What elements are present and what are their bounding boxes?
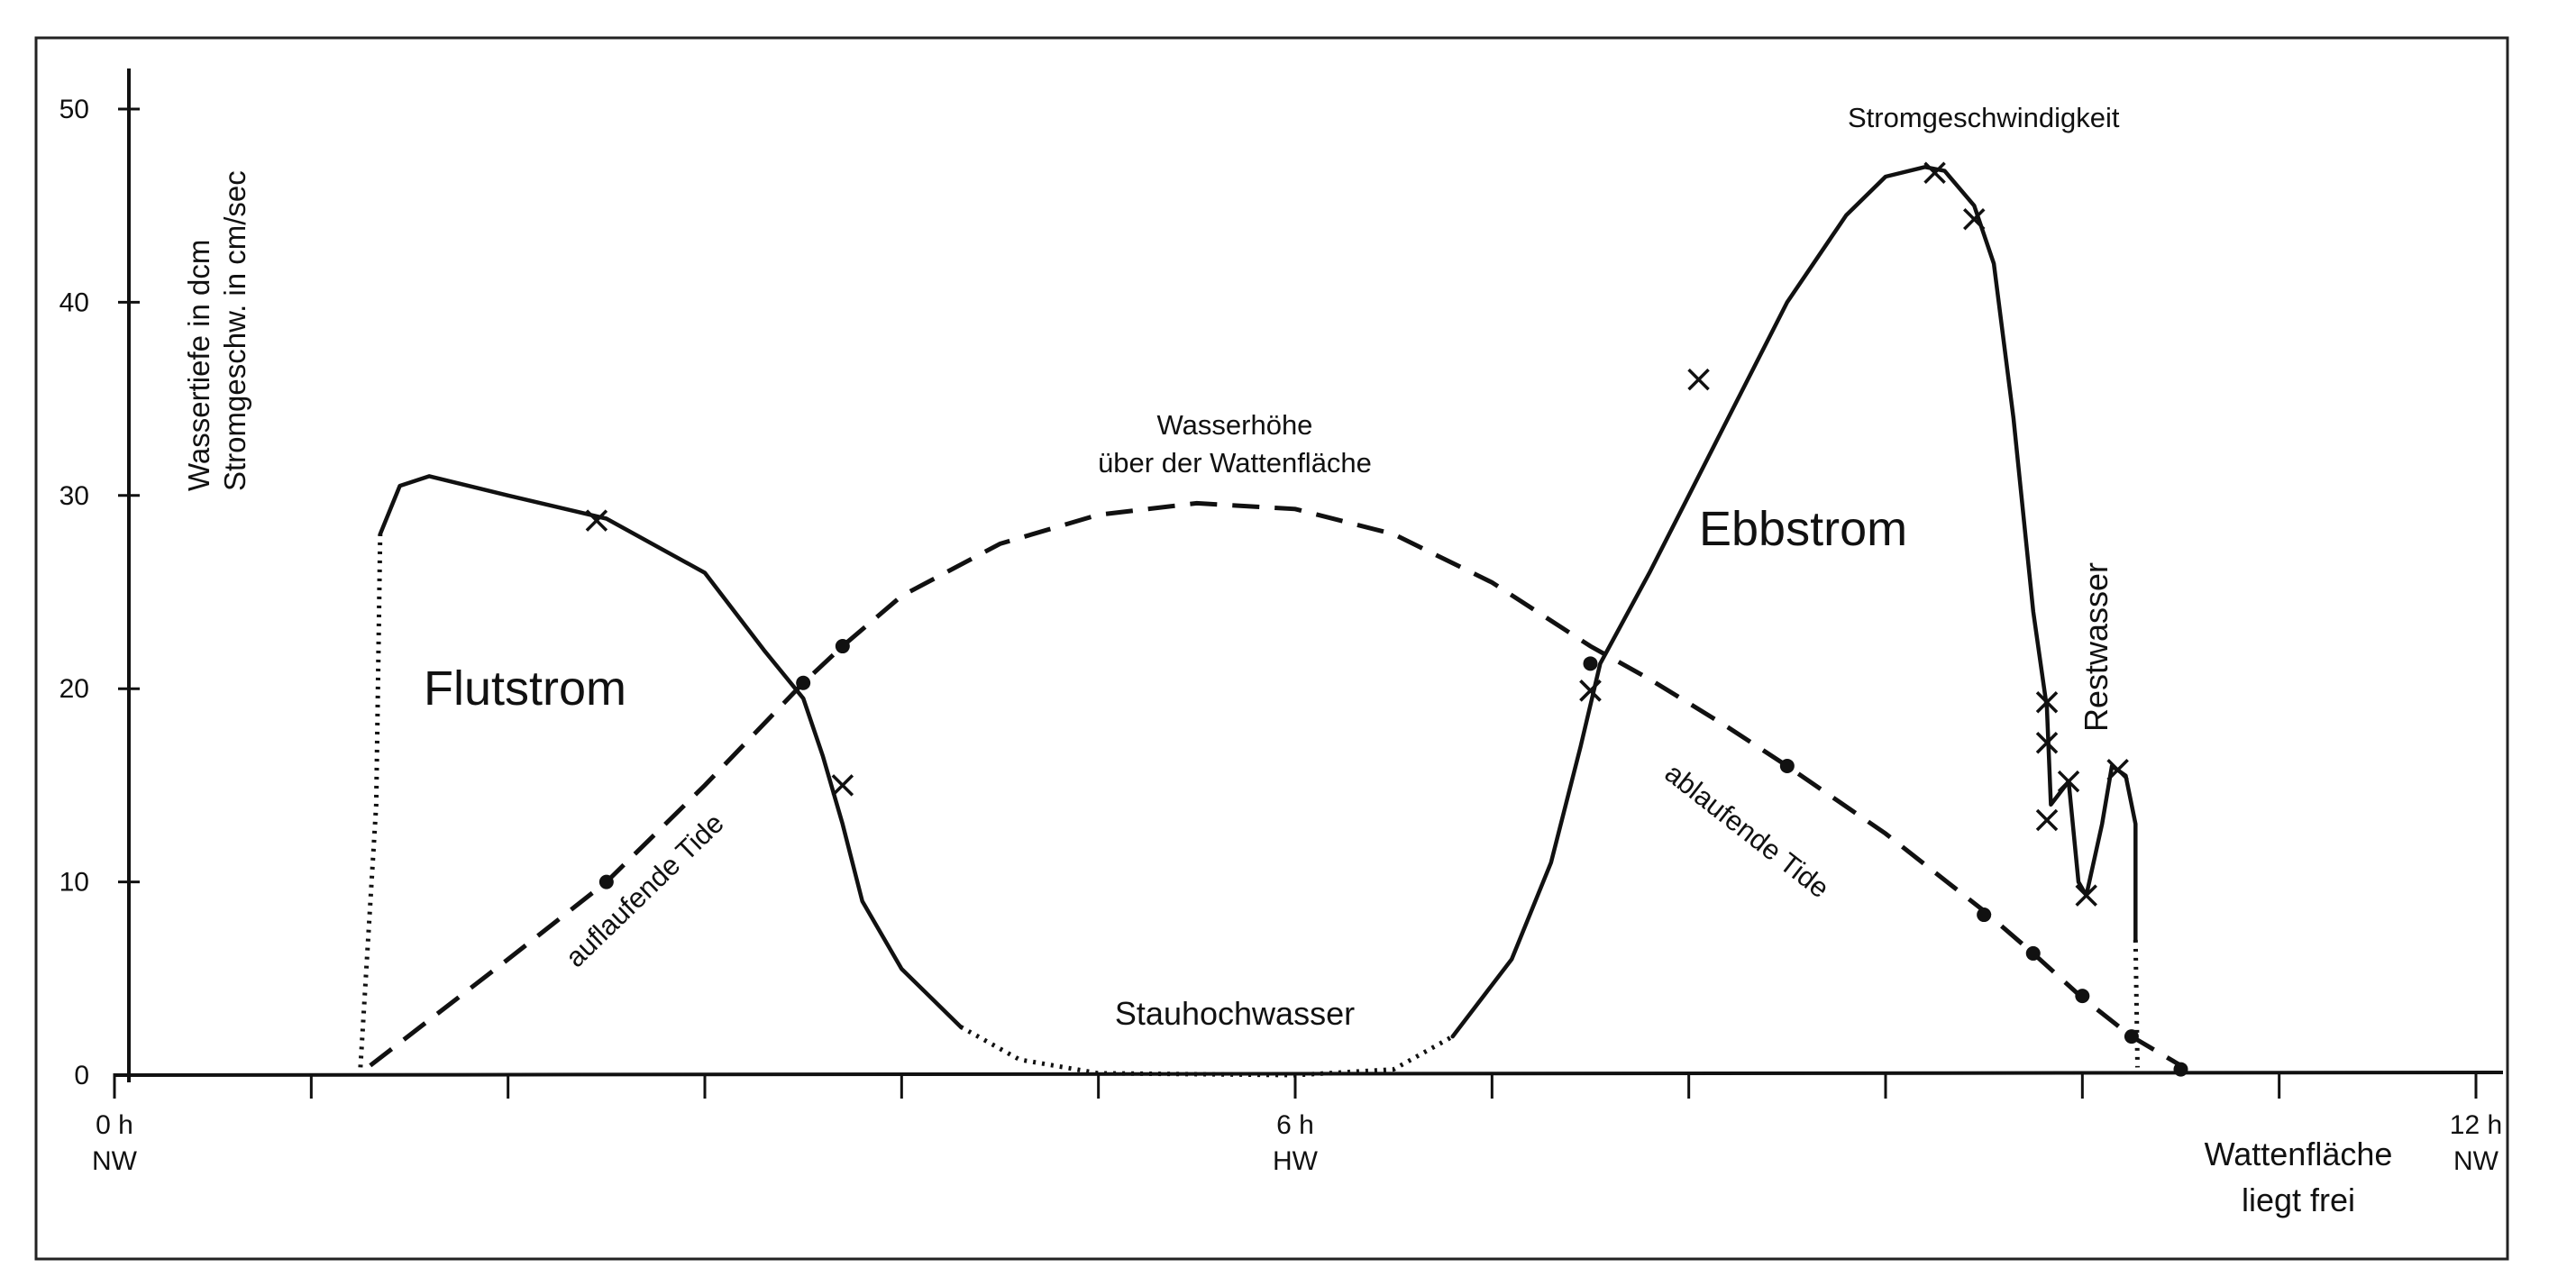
data-point-cross xyxy=(585,509,608,532)
wasserhoehe-label-line1: Wasserhöhe xyxy=(1157,409,1313,441)
stauhochwasser-label: Stauhochwasser xyxy=(1115,995,1355,1032)
x-tick-label: HW xyxy=(1273,1146,1319,1176)
data-point-dot xyxy=(2173,1062,2188,1077)
y-tick-label: 20 xyxy=(59,674,89,704)
data-point-cross xyxy=(2035,808,2059,832)
x-axis-line xyxy=(114,1071,2504,1077)
data-point-cross xyxy=(1963,207,1986,231)
data-point-dot xyxy=(598,874,614,889)
series-group xyxy=(358,165,2182,1078)
data-point-dot xyxy=(2124,1029,2139,1044)
x-tick-label: 12 h xyxy=(2450,1110,2502,1140)
y-tick-label: 0 xyxy=(74,1061,89,1090)
stromgeschwindigkeit-label: Stromgeschwindigkeit xyxy=(1848,102,2120,133)
data-point-cross xyxy=(1579,680,1602,702)
data-point-cross xyxy=(1687,368,1710,391)
auflaufende-tide-label: auflaufende Tide xyxy=(560,807,730,973)
data-point-dot xyxy=(1779,758,1795,773)
data-point-dot xyxy=(835,639,850,654)
series-line-strom-start-dotted xyxy=(358,534,383,1068)
labels-group: Wassertiefe in dcm Stromgeschw. in cm/se… xyxy=(182,102,2392,1218)
y-axis-title-line1: Wassertiefe in dcm xyxy=(182,240,215,491)
wasserhoehe-label-line2: über der Wattenfläche xyxy=(1098,447,1372,479)
wattenflaeche-label-line2: liegt frei xyxy=(2242,1181,2355,1218)
y-tick-label: 30 xyxy=(59,481,89,511)
data-point-cross xyxy=(831,774,854,797)
series-line-strom-end-dotted xyxy=(2133,939,2140,1068)
data-point-dot xyxy=(796,675,811,690)
data-point-dot xyxy=(2075,989,2090,1004)
x-tick-label: 6 h xyxy=(1276,1110,1314,1140)
chart-frame xyxy=(34,36,2509,1261)
series-line-ebbstrom xyxy=(1450,165,2138,1039)
data-point-cross xyxy=(1923,161,1946,184)
markers-group xyxy=(585,161,2188,1077)
y-tick-label: 50 xyxy=(59,95,89,124)
data-point-dot xyxy=(1583,656,1598,671)
data-point-cross xyxy=(2035,731,2059,754)
y-tick-label: 10 xyxy=(59,868,89,898)
series-line-flutstrom xyxy=(378,474,964,1029)
x-tick-label: 0 h xyxy=(96,1110,133,1140)
series-line-stauhochwasser-dotted xyxy=(959,1025,1454,1078)
y-tick-label: 40 xyxy=(59,287,89,317)
data-point-dot xyxy=(2025,945,2041,961)
ebbstrom-label: Ebbstrom xyxy=(1699,502,1907,556)
data-point-dot xyxy=(1977,908,1992,923)
restwasser-label: Restwasser xyxy=(2078,562,2115,732)
series-line-wasserhoehe xyxy=(369,500,2182,1068)
y-axis-title-line2: Stromgeschw. in cm/sec xyxy=(218,170,251,491)
flutstrom-label: Flutstrom xyxy=(424,661,626,716)
data-point-cross xyxy=(2106,759,2129,781)
data-point-cross xyxy=(2057,770,2080,793)
x-tick-label: NW xyxy=(2453,1146,2499,1176)
data-point-cross xyxy=(2075,884,2097,907)
x-tick-label: NW xyxy=(92,1146,138,1176)
data-point-cross xyxy=(2035,690,2059,714)
wattenflaeche-label-line1: Wattenfläche xyxy=(2205,1136,2393,1172)
axes: 0 10 20 30 40 50 0 h NW 6 h HW 12 h NW xyxy=(59,68,2504,1176)
